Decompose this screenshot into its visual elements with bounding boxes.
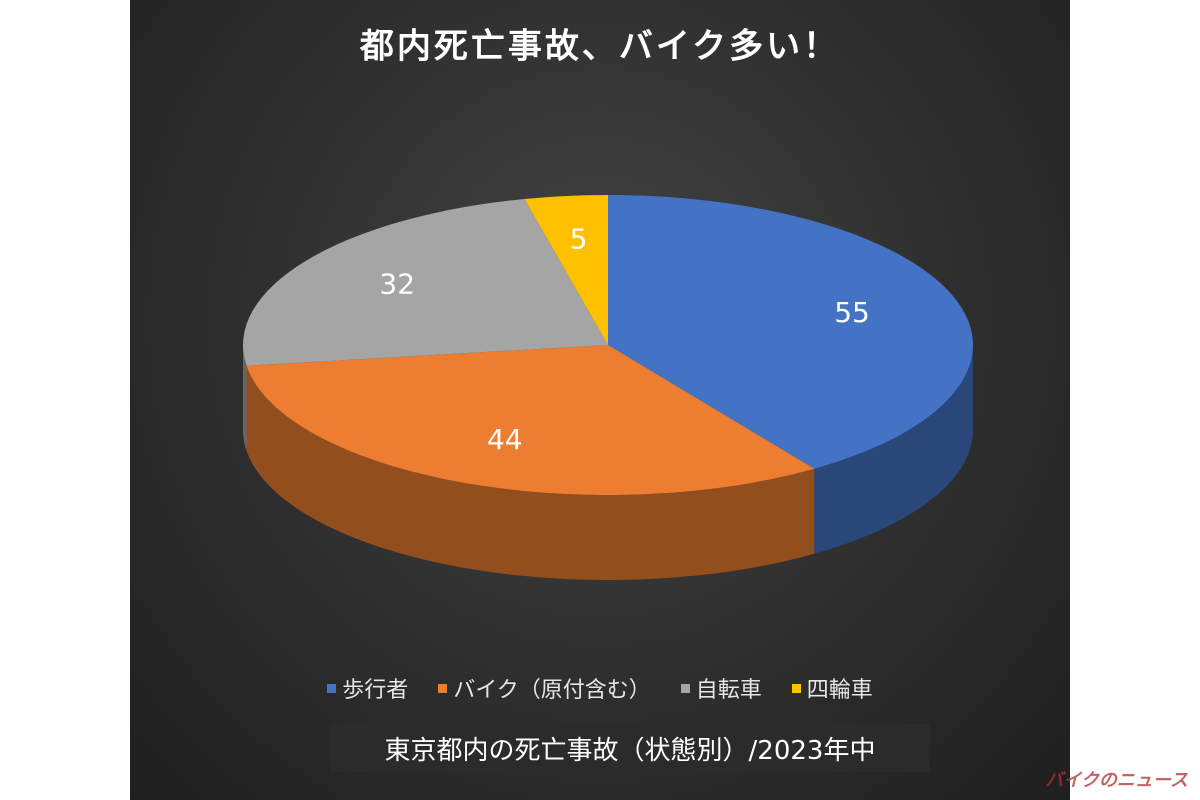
legend-item: バイク（原付含む） (438, 672, 651, 704)
legend-label: 自転車 (695, 678, 762, 703)
legend-item: 歩行者 (327, 672, 408, 704)
value-label: 44 (487, 423, 523, 456)
legend-swatch (791, 683, 801, 693)
legend-swatch (327, 683, 337, 693)
slice (243, 198, 609, 366)
value-label: 32 (379, 268, 415, 301)
slice-side (246, 365, 815, 580)
legend-label: 四輪車 (806, 678, 873, 703)
legend-swatch (438, 683, 448, 693)
legend-item: 自転車 (680, 672, 762, 704)
caption: 東京都内の死亡事故（状態別）/2023年中 (330, 724, 930, 772)
watermark: バイクのニュース (1045, 770, 1188, 791)
slice-side (243, 345, 247, 451)
legend-swatch (680, 683, 690, 693)
slice-side (814, 345, 973, 554)
value-label: 55 (834, 296, 870, 329)
slice (608, 195, 973, 469)
legend-label: バイク（原付含む） (453, 678, 651, 703)
legend-item: 四輪車 (791, 672, 873, 704)
slice (246, 345, 815, 496)
slice (524, 195, 608, 345)
legend-label: 歩行者 (342, 678, 409, 703)
legend: 歩行者 バイク（原付含む） 自転車 四輪車 (130, 672, 1070, 704)
chart-title: 都内死亡事故、バイク多い！ (359, 27, 840, 67)
value-label: 5 (570, 223, 588, 256)
